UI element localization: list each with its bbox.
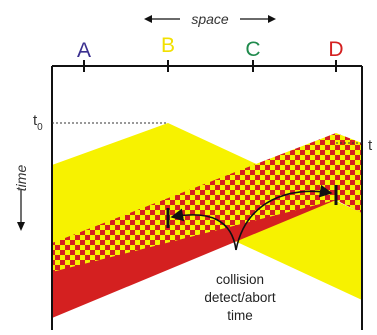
station-a-label: A: [77, 39, 91, 62]
station-b-label: B: [161, 34, 175, 57]
time-axis: time: [13, 165, 29, 231]
time-arrowhead: [17, 222, 25, 231]
space-axis-label: space: [191, 11, 229, 27]
annotation-line-3: time: [227, 308, 253, 323]
space-arrowhead-right: [268, 15, 276, 23]
space-arrowhead-left: [144, 15, 152, 23]
station-d-label: D: [328, 38, 343, 61]
station-c-label: C: [245, 38, 260, 61]
t0-label: t0: [33, 112, 43, 133]
t1-label: t: [368, 137, 373, 154]
annotation-line-2: detect/abort: [204, 290, 276, 305]
arrow-to-d-detect: [235, 184, 333, 251]
diagram-frame: [51, 60, 363, 330]
collision-annotation: collision detect/abort time: [204, 272, 276, 323]
collision-overlap-region: [52, 133, 362, 272]
space-axis: space: [144, 11, 276, 27]
arrow-to-b-detect: [170, 208, 237, 251]
annotation-line-1: collision: [216, 272, 264, 287]
time-axis-label: time: [13, 165, 29, 192]
